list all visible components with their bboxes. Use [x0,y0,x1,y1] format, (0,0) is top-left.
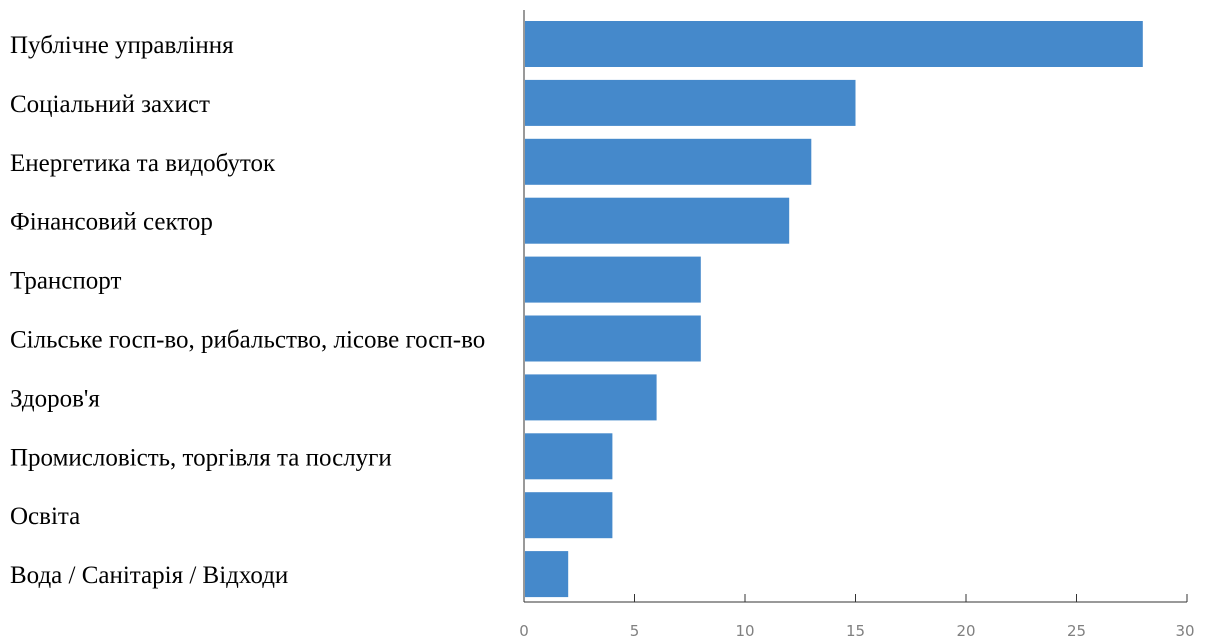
bar-6 [525,315,701,362]
bar-3 [525,138,812,185]
category-labels: Публічне управління Соціальний захист Енер… [10,32,485,589]
x-tick-label: 5 [630,622,640,639]
bar-2 [525,79,856,126]
category-label: Сільське госп-во, рибальство, лісове гос… [10,327,485,354]
category-label: Освіта [10,503,80,530]
bar-8 [525,433,613,480]
bar-10 [525,551,569,598]
category-label: Вода / Санітарія / Відходи [10,562,288,589]
category-label: Публічне управління [10,32,234,59]
category-label: Соціальний захист [10,91,210,118]
x-tick-label: 15 [846,622,865,639]
x-tick-label: 30 [1175,622,1194,639]
bar-7 [525,374,657,421]
bar-9 [525,492,613,539]
x-tick-label: 0 [519,622,529,639]
x-tick-label: 25 [1067,622,1086,639]
x-axis [523,10,1188,603]
x-tick-label: 20 [956,622,975,639]
bar-1 [525,21,1143,67]
category-label: Здоров'я [10,385,100,412]
bar-5 [525,256,701,303]
bars-group [525,21,1143,598]
bar-4 [525,197,790,244]
category-label: Промисловість, торгівля та послуги [10,444,392,471]
category-label: Енергетика та видобуток [10,150,276,177]
x-tick-label: 10 [735,622,754,639]
x-tick-labels: 0 5 10 15 20 25 30 [519,622,1194,639]
category-label: Фінансовий сектор [10,209,213,236]
category-label: Транспорт [10,268,121,295]
